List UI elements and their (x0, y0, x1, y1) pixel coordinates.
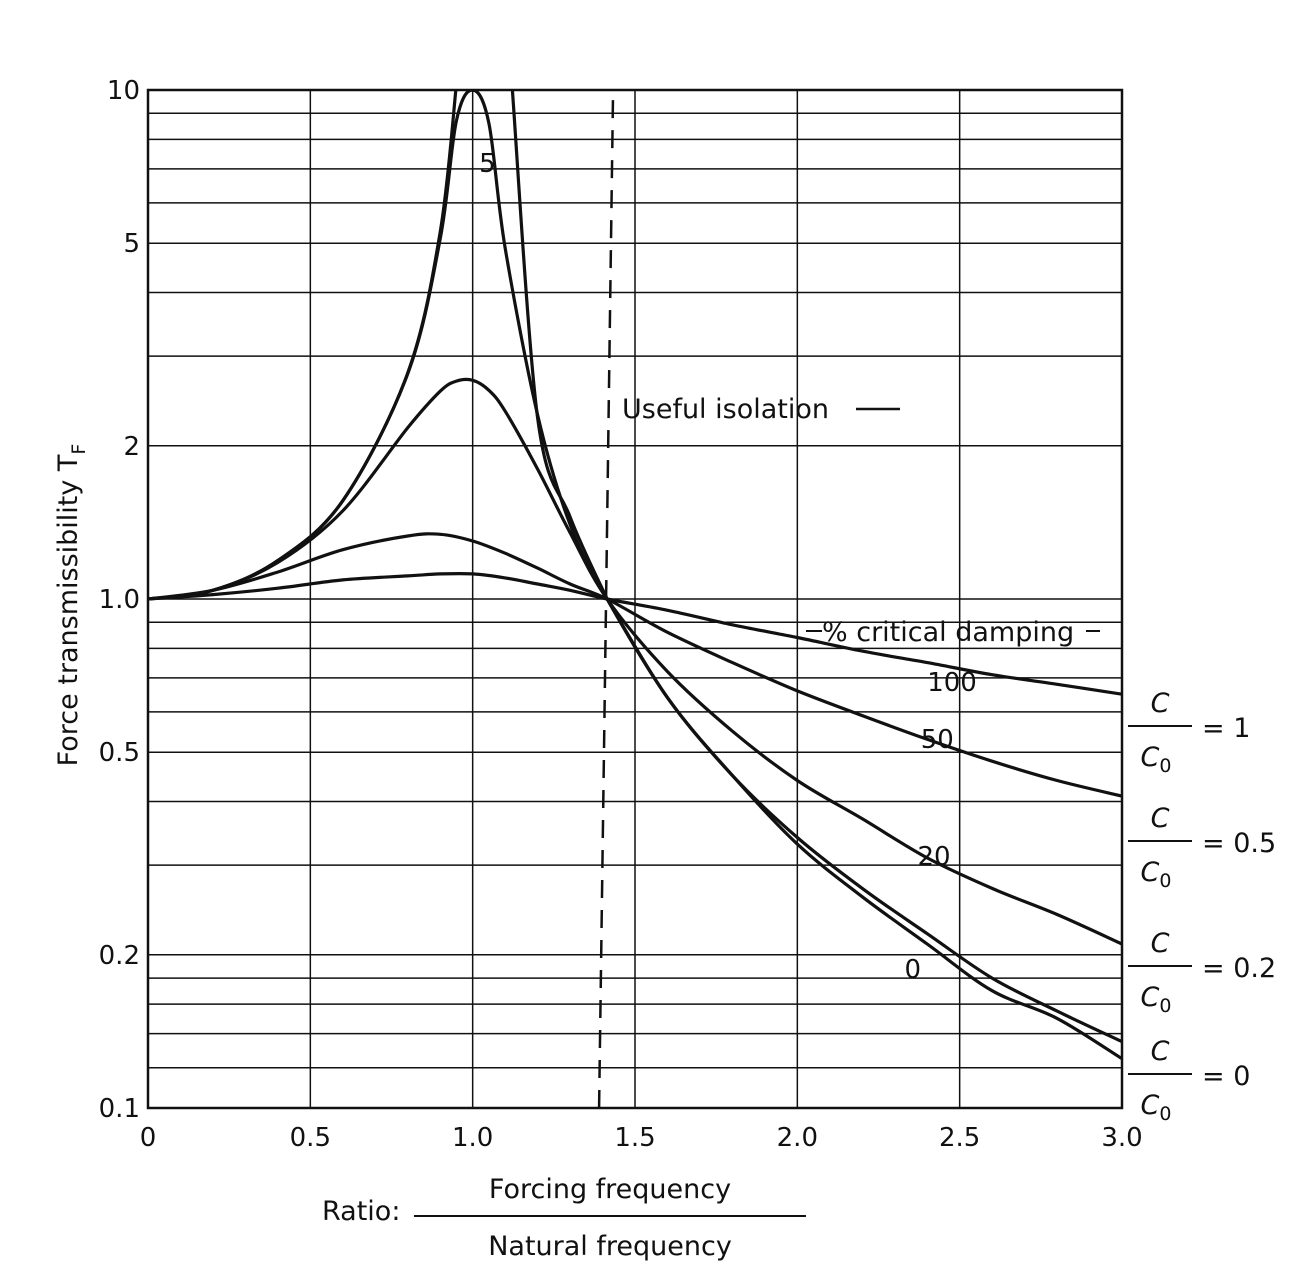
series-line-100 (148, 571, 1122, 696)
series-line-5 (148, 90, 1122, 1044)
ratio-denominator: C0 (1141, 857, 1172, 892)
y-axis-label: Force transmissibility TF (53, 444, 90, 767)
ratio-numerator: C (1151, 1036, 1170, 1067)
series-line-50 (148, 532, 1122, 798)
x-axis-label-denominator: Natural frequency (488, 1231, 732, 1262)
ratio-value: = 1 (1202, 713, 1250, 744)
curve-label-100: 100 (927, 668, 977, 698)
curve-label-50: 50 (921, 725, 954, 755)
x-tick-label: 0.5 (290, 1123, 331, 1153)
damping-ratio-label: C C0 = 0.5 (1128, 803, 1276, 892)
grid (147, 89, 1123, 1109)
damping-ratio-label: C C0 = 0.2 (1128, 928, 1276, 1017)
series-line-0-left (148, 90, 458, 601)
x-tick-label: 1.5 (614, 1123, 655, 1153)
y-tick-label: 1.0 (99, 585, 140, 615)
y-tick-label: 2 (123, 432, 140, 462)
ratio-value: = 0.2 (1202, 953, 1276, 984)
curve-labels: 0 5 20 50 100 (479, 149, 977, 985)
series-line-20 (148, 377, 1122, 946)
ratio-numerator: C (1151, 803, 1170, 834)
ratio-value: = 0.5 (1202, 828, 1276, 859)
ratio-denominator: C0 (1141, 982, 1172, 1017)
curve-label-0: 0 (904, 955, 921, 985)
x-axis-label-numerator: Forcing frequency (489, 1174, 731, 1205)
ticks: 0 0.5 1.0 1.5 2.0 2.5 3.0 0.1 0.2 0.5 1.0 2 5 10 (99, 76, 1143, 1153)
series-line-0-riser (510, 90, 609, 601)
damping-ratio-label: C C0 = 0 (1128, 1036, 1250, 1125)
ratio-numerator: C (1151, 928, 1170, 959)
series-line-0-right (605, 597, 1122, 1061)
ratio-denominator: C0 (1141, 1090, 1172, 1125)
y-tick-label: 0.5 (99, 738, 140, 768)
y-tick-label: 10 (107, 76, 140, 106)
y-tick-label: 0.1 (99, 1094, 140, 1124)
x-tick-label: 1.0 (452, 1123, 493, 1153)
y-tick-label: 0.2 (99, 941, 140, 971)
curves (148, 90, 1122, 1061)
curve-label-20: 20 (917, 842, 950, 872)
ratio-denominator: C0 (1141, 742, 1172, 777)
damping-ratio-label: C C0 = 1 (1128, 688, 1250, 777)
x-tick-label: 2.5 (939, 1123, 980, 1153)
curve-label-5: 5 (479, 149, 496, 179)
x-tick-label: 0 (140, 1123, 157, 1153)
ratio-value: = 0 (1202, 1061, 1250, 1092)
x-tick-label: 2.0 (777, 1123, 818, 1153)
y-tick-label: 5 (123, 229, 140, 259)
ratio-numerator: C (1151, 688, 1170, 719)
resonance-marker-line (597, 89, 615, 1109)
x-axis-label-prefix: Ratio: (322, 1196, 400, 1227)
damping-ratio-labels: C C0 = 1 C C0 = 0.5 C C0 = 0.2 C C0 = 0 (1128, 688, 1276, 1125)
useful-isolation-label: Useful isolation (622, 394, 829, 425)
x-tick-label: 3.0 (1101, 1123, 1142, 1153)
plot-frame (146, 88, 1124, 1110)
critical-damping-label: % critical damping (822, 617, 1074, 648)
